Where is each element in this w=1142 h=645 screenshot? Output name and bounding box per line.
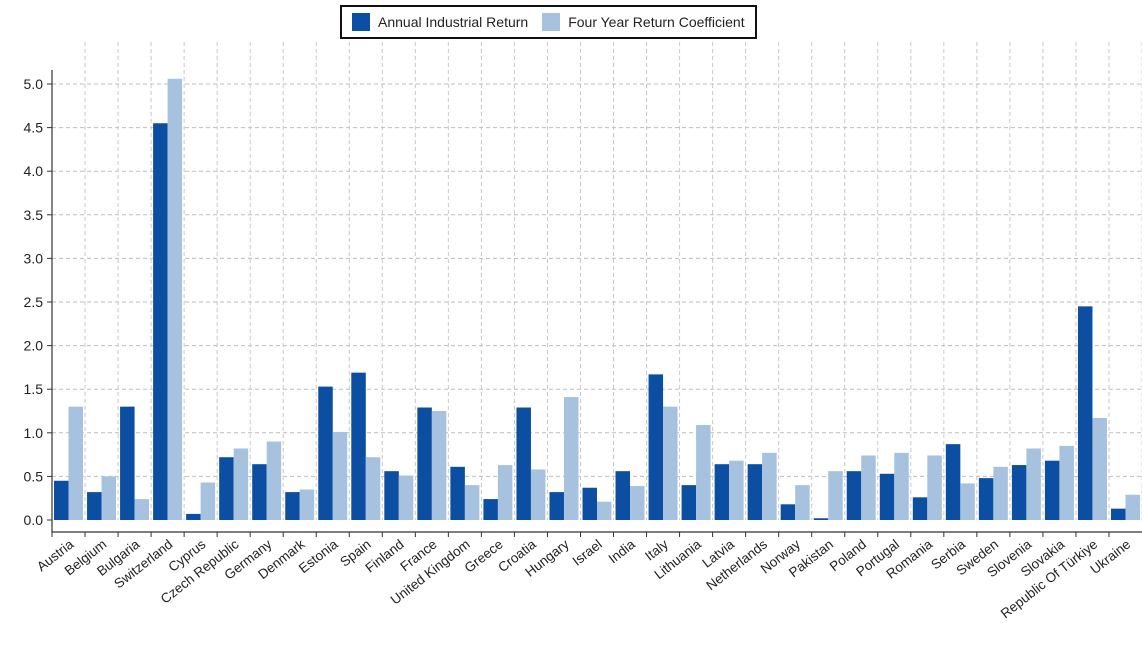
bar-annual-greece [483,499,498,520]
bar-four-year-sweden [993,466,1008,520]
bar-four-year-india [630,485,645,520]
bar-annual-sweden [978,478,994,520]
bar-annual-austria [54,480,69,520]
y-tick-label: 0.0 [24,512,44,528]
bar-four-year-slovakia [1059,445,1074,520]
chart-legend: Annual Industrial Return Four Year Retur… [340,5,757,39]
bar-four-year-france [431,411,447,520]
bar-annual-switzerland [153,123,168,521]
y-tick-label: 0.5 [24,468,44,484]
bar-four-year-republic-of-t-rkiye [1092,417,1107,520]
legend-swatch-four-year [542,13,561,31]
bar-annual-slovakia [1044,460,1060,520]
bar-four-year-germany [266,441,282,520]
bar-annual-spain [351,372,366,520]
bar-four-year-israel [597,501,612,520]
bar-four-year-switzerland [167,78,183,520]
bar-annual-czech-republic [219,457,234,520]
y-tick-label: 4.5 [24,120,44,136]
bar-annual-serbia [945,444,961,520]
bar-annual-india [615,471,631,520]
y-tick-label: 2.5 [24,294,44,310]
bar-annual-finland [384,471,399,520]
x-tick-label: Israel [570,537,605,569]
bar-annual-netherlands [747,464,763,520]
bar-four-year-italy [663,406,678,520]
bar-four-year-finland [398,475,414,520]
bar-annual-israel [582,487,597,520]
bar-layer [54,78,1140,521]
y-tick-label: 2.0 [24,338,44,354]
bar-four-year-united-kingdom [464,485,480,520]
bar-annual-republic-of-t-rkiye [1077,306,1093,520]
bar-annual-italy [648,374,664,520]
bar-annual-ukraine [1110,508,1126,520]
bar-annual-croatia [516,407,531,520]
bar-annual-portugal [879,473,895,520]
legend-label-four-year: Four Year Return Coefficient [568,14,745,30]
axis-layer [47,70,1142,537]
bar-annual-germany [252,464,267,520]
y-tick-label: 3.0 [24,250,44,266]
bar-annual-france [417,407,432,520]
bar-annual-belgium [87,492,102,520]
bar-four-year-pakistan [828,471,843,520]
bar-annual-poland [846,471,862,520]
bar-annual-latvia [714,464,730,520]
bar-annual-bulgaria [120,406,135,520]
bar-annual-pakistan [813,518,829,520]
bar-four-year-austria [68,406,84,520]
bar-annual-norway [780,504,796,520]
bar-four-year-spain [365,457,381,520]
y-tick-label: 3.5 [24,207,44,223]
bar-four-year-romania [927,455,942,520]
bar-four-year-hungary [563,397,579,520]
bar-annual-slovenia [1011,465,1027,520]
bar-four-year-slovenia [1026,448,1041,520]
bar-four-year-estonia [332,431,348,520]
bar-four-year-norway [795,485,810,520]
bar-four-year-netherlands [762,452,777,520]
bar-four-year-ukraine [1125,494,1140,520]
y-tick-label: 5.0 [24,76,44,92]
legend-swatch-annual [352,13,370,31]
bar-four-year-czech-republic [233,448,249,520]
bar-annual-romania [912,497,928,520]
bar-annual-cyprus [186,513,201,520]
x-tick-label: India [606,536,639,566]
bar-four-year-belgium [101,476,117,520]
y-tick-label: 1.0 [24,425,44,441]
bar-four-year-greece [497,465,513,520]
bar-annual-united-kingdom [450,466,465,520]
bar-four-year-serbia [960,483,975,520]
bar-four-year-portugal [894,452,909,520]
bar-four-year-croatia [530,469,546,520]
legend-item-annual: Annual Industrial Return [352,13,528,31]
bar-four-year-lithuania [696,424,711,520]
label-layer: 0.00.51.01.52.02.53.03.54.04.55.0Austria… [24,76,1134,621]
y-tick-label: 4.0 [24,163,44,179]
legend-item-four-year: Four Year Return Coefficient [542,13,745,31]
bar-four-year-poland [861,455,876,520]
bar-annual-denmark [285,492,300,520]
bar-four-year-latvia [729,460,744,520]
bar-annual-estonia [318,386,333,520]
legend-label-annual: Annual Industrial Return [378,14,529,30]
bar-four-year-bulgaria [134,499,150,520]
bar-four-year-cyprus [200,482,216,520]
y-tick-label: 1.5 [24,381,44,397]
bar-annual-hungary [549,492,564,520]
x-tick-label: Finland [363,537,407,576]
grid-layer [52,42,1142,520]
bar-four-year-denmark [299,489,315,520]
bar-annual-lithuania [681,485,697,520]
